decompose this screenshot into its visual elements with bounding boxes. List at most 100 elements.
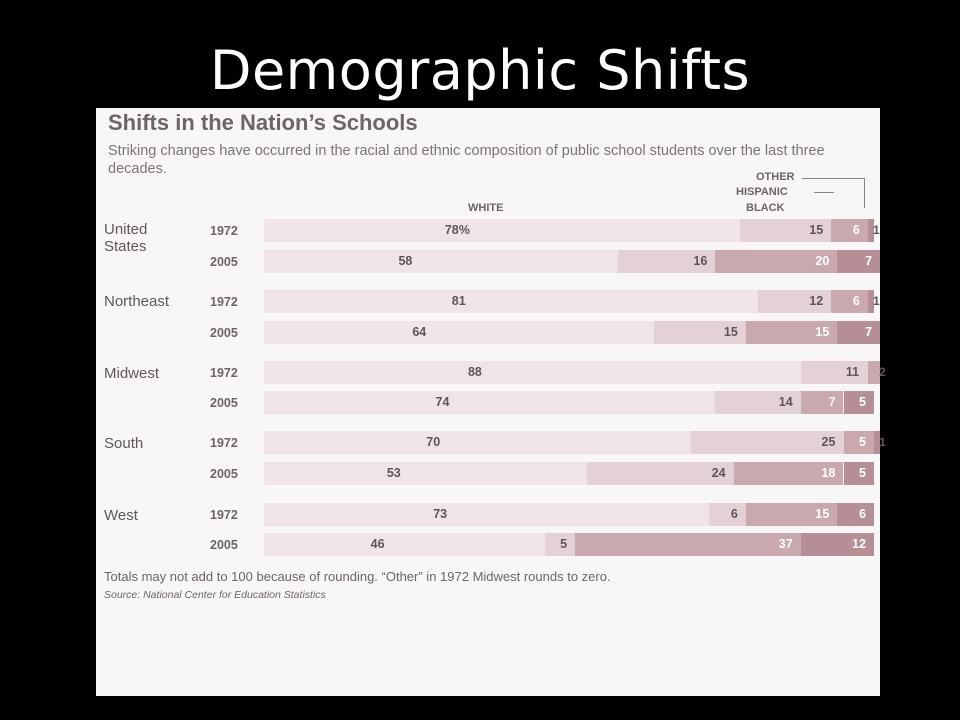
bar-row-midwest-2005: 74 14 7 5 (264, 391, 874, 414)
bar-row-south-2005-white-segment (264, 462, 588, 485)
bar-row-south-1972-hispanic-value-label: 5 (859, 435, 866, 449)
bar-row-west-2005-hispanic-segment (575, 533, 801, 556)
legend-black: BLACK (746, 202, 785, 214)
chart-source: Source: National Center for Education St… (104, 589, 326, 601)
bar-row-west-2005-white-value-label: 46 (370, 537, 385, 551)
bar-row-south-1972: 70 25 5 1 (264, 431, 886, 454)
legend-leader-other-vertical (864, 178, 865, 208)
bar-row-northeast-2005-hispanic-segment (745, 321, 838, 344)
bar-row-west-1972-black-value-label: 6 (730, 507, 738, 521)
region-label-united-states: United States (104, 221, 148, 255)
bar-row-united-states-1972-black-value-label: 15 (809, 223, 824, 237)
bar-row-west-2005: 46 5 37 12 (264, 533, 874, 556)
bar-row-midwest-1972-hispanic-value-label: 2 (879, 365, 886, 379)
bar-row-west-1972: 73 6 15 6 (264, 503, 874, 526)
bar-row-united-states-1972-other-segment (867, 219, 874, 242)
bar-row-northeast-2005-black-segment (654, 321, 746, 344)
chart-footnote: Totals may not add to 100 because of rou… (104, 569, 611, 584)
region-label-midwest: Midwest (104, 365, 160, 382)
bar-row-northeast-2005-white-value-label: 64 (412, 325, 427, 339)
bar-row-northeast-1972-hispanic-segment (831, 290, 868, 313)
bar-row-northeast-2005-black-value-label: 15 (723, 325, 738, 339)
bar-row-northeast-1972: 81 12 6 1 (264, 290, 880, 313)
bar-row-northeast-1972-hispanic-value-label: 6 (852, 294, 860, 308)
year-label: 1972 (210, 224, 238, 238)
legend-leader-other (802, 178, 864, 179)
bar-row-united-states-2005-white-value-label: 58 (398, 254, 413, 268)
bar-row-south-1972-white-value-label: 70 (426, 435, 441, 449)
bar-row-united-states-1972-black-segment (739, 219, 832, 242)
bar-row-midwest-1972-black-segment (800, 361, 868, 384)
bar-row-south-2005-other-value-label: 5 (859, 466, 866, 480)
bar-row-south-2005-black-value-label: 24 (711, 466, 726, 480)
bar-row-west-1972-other-segment (837, 503, 874, 526)
bar-row-west-2005-black-value-label: 5 (560, 537, 568, 551)
bar-row-midwest-2005-white-segment (264, 391, 716, 414)
bar-row-northeast-1972-black-value-label: 12 (809, 294, 824, 308)
chart-clipping: Shifts in the Nation’s Schools Striking … (96, 108, 886, 696)
bar-row-united-states-2005-other-value-label: 7 (865, 254, 873, 268)
bar-row-united-states-1972-hispanic-value-label: 6 (852, 223, 860, 237)
bar-row-south-1972-hispanic-segment (843, 431, 874, 454)
chart-subtitle: Striking changes have occurred in the ra… (108, 143, 825, 177)
bar-row-united-states-2005-other-segment (837, 250, 881, 273)
bar-row-northeast-1972-other-value-label: 1 (873, 294, 880, 308)
year-label: 1972 (210, 366, 238, 380)
region-label-south: South (104, 435, 144, 452)
bar-row-south-2005: 53 24 18 5 (264, 462, 874, 485)
bar-row-northeast-2005-white-segment (264, 321, 655, 344)
bar-row-south-2005-other-segment (843, 462, 874, 485)
bar-row-northeast-1972-white-value-label: 81 (451, 294, 466, 308)
year-label: 1972 (210, 295, 238, 309)
legend-leader-hispanic (814, 192, 834, 193)
year-label: 2005 (210, 538, 238, 552)
bar-row-midwest-2005-other-segment (843, 391, 874, 414)
bar-row-west-1972-black-segment (709, 503, 746, 526)
bar-row-united-states-1972-white-value-label: 78% (444, 223, 470, 237)
bar-row-united-states-1972: 78% 15 6 1 (264, 219, 880, 242)
year-label: 1972 (210, 436, 238, 450)
bar-row-west-2005-other-value-label: 12 (852, 537, 866, 551)
bar-row-united-states-1972-other-value-label: 1 (873, 223, 880, 237)
bar-row-midwest-2005-hispanic-segment (800, 391, 844, 414)
bar-row-midwest-1972-hispanic-segment (867, 361, 881, 384)
bar-row-south-2005-hispanic-value-label: 18 (821, 466, 836, 480)
bar-row-northeast-1972-other-segment (867, 290, 874, 313)
bar-row-south-2005-white-value-label: 53 (386, 466, 401, 480)
bar-row-northeast-2005-hispanic-value-label: 15 (815, 325, 830, 339)
legend-hispanic: HISPANIC (736, 186, 788, 198)
bar-row-united-states-2005: 58 16 20 7 (264, 250, 881, 273)
bar-row-united-states-2005-white-segment (264, 250, 618, 273)
chart-title: Shifts in the Nation’s Schools (108, 110, 418, 135)
year-label: 2005 (210, 326, 238, 340)
bar-row-united-states-2005-hispanic-value-label: 20 (815, 254, 830, 268)
bar-row-northeast-1972-black-segment (758, 290, 832, 313)
slide-title: Demographic Shifts (209, 39, 751, 102)
bar-row-west-1972-white-value-label: 73 (433, 507, 448, 521)
bar-row-midwest-2005-black-value-label: 14 (778, 395, 793, 409)
bar-row-northeast-2005-other-value-label: 7 (865, 325, 873, 339)
bar-row-united-states-2005-hispanic-segment (715, 250, 838, 273)
bar-row-west-2005-other-segment (800, 533, 874, 556)
bar-row-south-1972-black-segment (691, 431, 844, 454)
bar-row-midwest-1972: 88 11 2 (264, 361, 886, 384)
bar-row-south-1972-other-value-label: 1 (879, 435, 886, 449)
bar-row-northeast-2005-other-segment (837, 321, 881, 344)
region-label-west: West (104, 507, 138, 524)
legend-other: OTHER (756, 171, 795, 183)
bar-row-midwest-2005-other-value-label: 5 (859, 395, 866, 409)
year-label: 2005 (210, 255, 238, 269)
bar-row-south-1972-white-segment (264, 431, 691, 454)
bar-row-northeast-2005: 64 15 15 7 (264, 321, 881, 344)
bar-row-south-2005-black-segment (587, 462, 734, 485)
bar-row-northeast-1972-white-segment (264, 290, 759, 313)
bar-row-midwest-1972-white-value-label: 88 (467, 365, 482, 379)
bar-row-midwest-2005-hispanic-value-label: 7 (828, 395, 836, 409)
bar-row-west-1972-white-segment (264, 503, 710, 526)
bar-row-west-1972-other-value-label: 6 (859, 507, 866, 521)
legend-white: WHITE (468, 202, 504, 214)
bar-row-united-states-2005-black-value-label: 16 (693, 254, 708, 268)
bar-row-west-2005-black-segment (544, 533, 576, 556)
bar-row-west-1972-hispanic-segment (745, 503, 838, 526)
bar-row-west-2005-hispanic-value-label: 37 (778, 537, 793, 551)
